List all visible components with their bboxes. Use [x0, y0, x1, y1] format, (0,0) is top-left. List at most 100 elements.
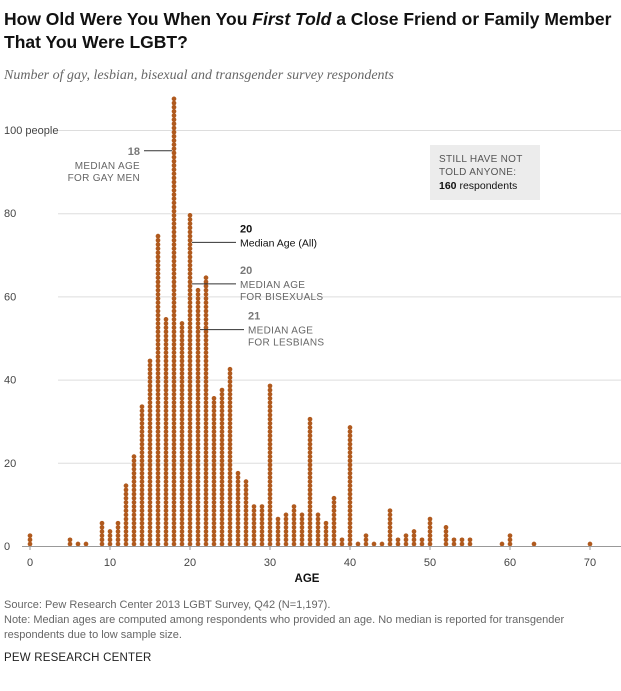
dot [267, 429, 273, 435]
dot [163, 333, 169, 339]
dot [123, 516, 129, 522]
dot [163, 541, 169, 547]
x-axis-labels: 0 10 20 30 40 50 60 70 [27, 546, 596, 569]
dot [171, 183, 177, 189]
dot [131, 516, 137, 522]
dot [331, 537, 337, 543]
dot [179, 358, 185, 364]
dot [195, 287, 201, 293]
dot [227, 466, 233, 472]
dot [187, 242, 193, 247]
dot [187, 213, 193, 218]
dot-column [467, 537, 473, 547]
dot [299, 525, 305, 530]
dot [179, 458, 185, 464]
dot [387, 516, 393, 522]
dot [235, 512, 241, 518]
dot [267, 508, 273, 514]
dot [203, 329, 209, 335]
dot [171, 204, 177, 210]
dot [267, 487, 273, 493]
dot [219, 421, 225, 426]
dot [139, 416, 145, 422]
dot [219, 491, 225, 497]
dot [163, 350, 169, 355]
dot [195, 312, 201, 318]
dot [195, 317, 201, 322]
dot [195, 304, 201, 310]
dot [187, 229, 193, 235]
dot [267, 525, 273, 530]
dot [219, 516, 225, 522]
callout-line1: STILL HAVE NOT [439, 154, 523, 165]
dot [307, 487, 313, 493]
dot [203, 350, 209, 355]
dot [187, 271, 193, 276]
dot-column [203, 275, 209, 547]
callout-count: 160 [439, 180, 457, 192]
dot [227, 429, 233, 435]
dot [211, 529, 217, 534]
dot [171, 100, 177, 106]
median-annotation: 20 Median Age (All) [192, 223, 317, 249]
dot [171, 225, 177, 231]
dot [179, 375, 185, 380]
dot [347, 433, 353, 439]
dot [139, 412, 145, 418]
dot [267, 504, 273, 509]
dot [187, 425, 193, 430]
dot [347, 445, 353, 451]
dot [195, 396, 201, 401]
dot [219, 445, 225, 451]
dot [171, 254, 177, 260]
dot [227, 437, 233, 443]
dot [195, 383, 201, 389]
annotation-label: MEDIAN AGE [75, 161, 140, 172]
dot [187, 429, 193, 435]
dot [387, 508, 393, 514]
dot [163, 371, 169, 376]
dot [187, 495, 193, 501]
dot [155, 520, 161, 526]
dot [411, 529, 417, 534]
dot [187, 400, 193, 405]
dot [171, 242, 177, 247]
dot [163, 358, 169, 364]
dot [27, 533, 33, 539]
dot [331, 512, 337, 518]
dot [403, 541, 409, 547]
dot [67, 537, 73, 543]
dot [147, 437, 153, 443]
dot [459, 537, 465, 543]
dot [395, 537, 401, 543]
dot [195, 437, 201, 443]
dot [267, 537, 273, 543]
dot [163, 404, 169, 410]
dot [139, 500, 145, 505]
dot [203, 333, 209, 339]
dot [179, 504, 185, 509]
dot [211, 400, 217, 405]
dot [163, 341, 169, 347]
dot [243, 533, 249, 539]
dot [267, 516, 273, 522]
dot [155, 304, 161, 310]
dot [187, 333, 193, 339]
dot [139, 504, 145, 509]
dot [227, 383, 233, 389]
dot-column [459, 537, 465, 547]
dot [123, 537, 129, 543]
dot [307, 491, 313, 497]
dot [171, 258, 177, 264]
dot [163, 445, 169, 451]
dot [139, 425, 145, 430]
dot [139, 525, 145, 530]
dot [195, 458, 201, 464]
dot [179, 495, 185, 501]
dot [155, 491, 161, 497]
dot [155, 379, 161, 385]
dot [123, 529, 129, 534]
dot [179, 333, 185, 339]
dot [171, 304, 177, 310]
dot [171, 454, 177, 459]
